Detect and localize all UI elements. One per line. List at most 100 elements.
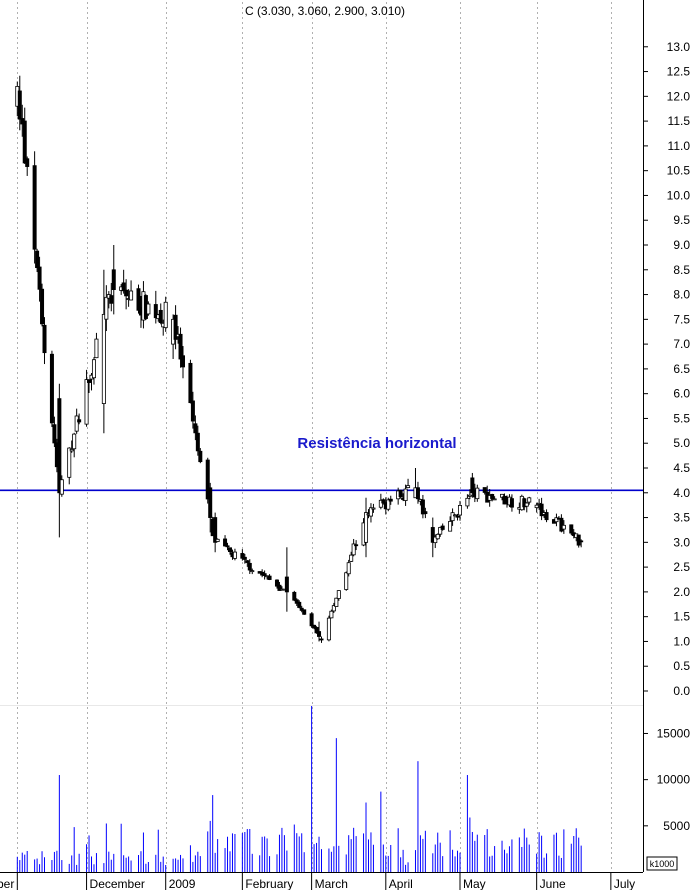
price-tick-label: 10.0 (667, 188, 691, 202)
price-tick-label: 12.5 (667, 65, 691, 79)
candle-up (329, 610, 334, 619)
candle-up (371, 507, 376, 510)
price-tick-label: 7.0 (673, 337, 690, 351)
candle-down (294, 599, 299, 604)
month-label: June (540, 877, 566, 890)
candle-up (364, 512, 369, 543)
candle-up (72, 433, 77, 450)
candle-down (213, 517, 218, 543)
price-tick-label: 5.0 (673, 436, 690, 450)
candle-down (470, 477, 475, 494)
candle-up (346, 562, 351, 575)
candle-up (69, 449, 74, 452)
axis-layer: 0.0 0.5 1.0 1.5 2.0 2.5 3.0 3.5 4.0 4.5 5.0 5.5 6.0 6… (0, 0, 690, 873)
candle-down (77, 419, 82, 423)
month-label: 2009 (169, 877, 196, 890)
candle-up (527, 497, 532, 503)
price-tick-label: 2.5 (673, 560, 690, 574)
candle-down (284, 576, 289, 593)
candle-down (158, 309, 163, 323)
month-label: July (614, 877, 635, 890)
month-label: March (315, 877, 348, 890)
price-tick-label: 11.0 (668, 139, 691, 153)
candle-down (455, 515, 460, 518)
candle-up (91, 359, 96, 379)
price-tick-label: 3.5 (673, 511, 690, 525)
candle-up (334, 597, 339, 607)
candle-down (198, 450, 203, 463)
candle-up (467, 494, 472, 497)
price-tick-label: 12.0 (667, 89, 691, 103)
month-label: ovember (0, 877, 14, 890)
candle-up (534, 504, 539, 509)
candle-down (267, 575, 272, 580)
candle-up (465, 497, 470, 507)
candle-down (579, 540, 584, 543)
candle-up (67, 447, 72, 478)
candle-up (500, 493, 505, 498)
candle-up (561, 524, 566, 530)
candle-up (554, 517, 559, 523)
candle-down (312, 624, 317, 629)
candle-down (274, 579, 279, 587)
month-label: May (463, 877, 486, 890)
month-label: December (90, 877, 145, 890)
candle-down (242, 556, 247, 560)
price-tick-label: 6.5 (673, 362, 690, 376)
candle-down (440, 525, 445, 530)
candle-down (109, 295, 114, 304)
price-tick-label: 7.5 (673, 312, 690, 326)
price-tick-label: 0.0 (673, 684, 690, 698)
candle-down (297, 601, 302, 608)
candle-up (349, 554, 354, 562)
candle-up (129, 290, 134, 301)
price-tick-label: 10.5 (667, 164, 691, 178)
candle-up (386, 499, 391, 510)
candle-up (94, 338, 99, 359)
candle-up (59, 479, 64, 495)
candle-up (326, 617, 331, 641)
price-tick-label: 11.5 (668, 114, 691, 128)
candle-down (262, 573, 267, 576)
candle-down (35, 250, 40, 269)
candle-up (74, 415, 79, 432)
candle-down (208, 487, 213, 518)
candle-down (223, 538, 228, 547)
candle-layer (15, 75, 584, 643)
price-tick-label: 9.0 (673, 238, 690, 252)
candle-up (403, 488, 408, 501)
candle-down (317, 631, 322, 637)
candle-down (576, 534, 581, 546)
price-tick-label: 2.0 (673, 585, 690, 599)
candle-down (153, 304, 158, 319)
candle-up (453, 514, 458, 517)
candle-down (22, 120, 27, 164)
candle-up (406, 485, 411, 489)
price-tick-label: 4.5 (673, 461, 690, 475)
candle-down (25, 158, 30, 167)
candle-up (433, 536, 438, 544)
candle-up (104, 296, 109, 320)
candle-down (178, 333, 183, 360)
price-tick-label: 5.5 (673, 411, 690, 425)
candle-down (181, 355, 186, 368)
candle-up (146, 303, 151, 315)
volume-tick-label: 10000 (657, 773, 691, 787)
candle-up (448, 521, 453, 532)
candle-down (559, 517, 564, 532)
candle-down (309, 613, 314, 627)
price-tick-label: 13.0 (667, 40, 691, 54)
candle-up (250, 570, 255, 573)
candle-down (245, 560, 250, 563)
candle-down (225, 545, 230, 548)
candle-down (381, 499, 386, 504)
candle-up (163, 301, 168, 329)
candle-down (544, 512, 549, 521)
volume-unit-label: k1000 (650, 859, 675, 869)
candle-down (173, 314, 178, 340)
candle-down (569, 524, 574, 534)
price-tick-label: 8.0 (673, 288, 690, 302)
candle-down (195, 432, 200, 452)
volume-tick-label: 5000 (663, 819, 690, 833)
